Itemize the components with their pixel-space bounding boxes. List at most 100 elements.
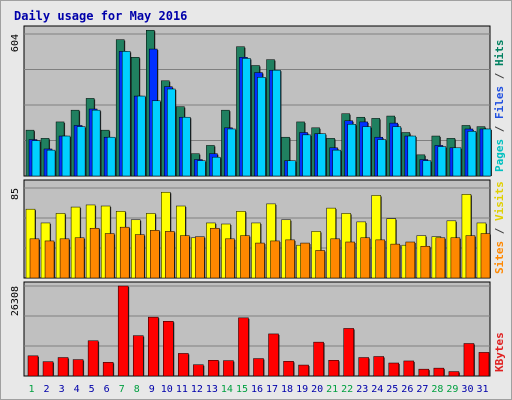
bar-kbytes-day-21 — [328, 360, 339, 377]
x-tick-label-day-1: 1 — [29, 384, 35, 395]
panel-middle-max-label: 85 — [10, 188, 21, 200]
axis-label-part: KBytes — [493, 332, 506, 372]
bar-sites-day-13 — [210, 227, 220, 279]
bar-sites-day-23 — [360, 237, 370, 279]
bar-kbytes-day-26 — [403, 360, 415, 377]
axis-label-part: Files — [493, 86, 506, 119]
bar-sites-day-3 — [59, 238, 70, 279]
bar-kbytes-day-20 — [313, 341, 324, 377]
bar-pages-day-23 — [362, 126, 371, 177]
bar-pages-day-1 — [31, 140, 41, 177]
bar-kbytes-day-15 — [238, 317, 249, 377]
bar-pages-day-13 — [212, 156, 221, 177]
axis-label-part: / — [493, 221, 506, 241]
x-tick-label-day-9: 9 — [149, 384, 155, 395]
x-tick-label-day-4: 4 — [74, 384, 80, 395]
axis-label-part: / — [493, 66, 506, 86]
bar-sites-day-1 — [29, 238, 40, 279]
panel-bottom-axis-label: KBytes — [493, 332, 506, 372]
panel-top-axis-label: Pages / Files / Hits — [493, 40, 506, 173]
bar-pages-day-15 — [242, 58, 251, 177]
bar-pages-day-28 — [437, 146, 447, 177]
x-tick-label-day-26: 26 — [401, 384, 413, 395]
bar-sites-day-9 — [150, 230, 160, 279]
x-tick-label-day-2: 2 — [44, 384, 50, 395]
bar-kbytes-day-13 — [208, 360, 219, 377]
x-tick-label-day-19: 19 — [296, 384, 308, 395]
bar-sites-day-16 — [255, 242, 265, 279]
x-tick-label-day-5: 5 — [89, 384, 95, 395]
x-tick-label-day-28: 28 — [431, 384, 443, 395]
x-tick-label-day-31: 31 — [476, 384, 488, 395]
bar-kbytes-day-3 — [57, 357, 69, 377]
bar-kbytes-day-22 — [343, 328, 354, 377]
x-tick-label-day-10: 10 — [161, 384, 173, 395]
bar-kbytes-day-9 — [148, 316, 159, 377]
bar-sites-day-25 — [390, 243, 401, 279]
x-tick-label-day-29: 29 — [446, 384, 458, 395]
bar-pages-day-2 — [46, 149, 56, 177]
x-tick-label-day-23: 23 — [356, 384, 368, 395]
x-tick-label-day-12: 12 — [191, 384, 203, 395]
bar-sites-day-8 — [134, 234, 145, 279]
bar-sites-day-18 — [285, 239, 295, 279]
bar-sites-day-28 — [435, 237, 446, 279]
bar-kbytes-day-10 — [163, 321, 174, 377]
axis-label-part: / — [493, 119, 506, 139]
bar-pages-day-10 — [167, 88, 176, 177]
bar-sites-day-27 — [420, 245, 431, 279]
bar-pages-day-5 — [91, 109, 101, 177]
panel-top-max-label: 604 — [10, 34, 21, 52]
x-tick-label-day-11: 11 — [176, 384, 188, 395]
bar-kbytes-day-14 — [223, 360, 234, 377]
x-tick-label-day-14: 14 — [221, 384, 233, 395]
axis-label-part: Sites — [493, 241, 506, 274]
bar-sites-day-26 — [405, 241, 416, 279]
bar-sites-day-24 — [375, 239, 385, 279]
bar-pages-day-16 — [257, 77, 266, 177]
bar-pages-day-20 — [317, 133, 326, 177]
x-tick-label-day-20: 20 — [311, 384, 323, 395]
bar-sites-day-2 — [44, 240, 55, 279]
bar-kbytes-day-31 — [478, 352, 490, 377]
panel-bottom-max-label: 26308 — [10, 286, 21, 316]
bar-pages-day-30 — [467, 131, 477, 177]
bar-pages-day-29 — [452, 147, 462, 177]
bar-kbytes-day-24 — [373, 356, 384, 377]
bar-kbytes-day-28 — [433, 367, 445, 377]
axis-label-part: Visits — [493, 181, 506, 221]
bar-kbytes-day-27 — [418, 368, 430, 377]
bar-pages-day-11 — [182, 116, 191, 177]
x-tick-label-day-21: 21 — [326, 384, 338, 395]
bar-pages-day-9 — [152, 100, 161, 177]
bar-pages-day-31 — [482, 128, 492, 177]
bar-sites-day-11 — [180, 235, 190, 279]
bar-pages-day-12 — [197, 160, 206, 177]
bar-pages-day-7 — [121, 51, 131, 177]
bar-kbytes-day-29 — [448, 371, 460, 377]
bar-pages-day-3 — [61, 135, 71, 177]
bar-kbytes-day-30 — [463, 343, 475, 377]
bar-kbytes-day-19 — [298, 364, 309, 377]
bar-sites-day-21 — [330, 238, 340, 279]
bar-sites-day-29 — [450, 237, 461, 279]
x-tick-label-day-30: 30 — [461, 384, 473, 395]
bar-sites-day-12 — [195, 236, 205, 279]
bar-pages-day-27 — [422, 160, 432, 177]
x-tick-label-day-16: 16 — [251, 384, 263, 395]
bar-sites-day-19 — [300, 242, 310, 279]
bar-sites-day-20 — [315, 250, 325, 279]
x-tick-label-day-13: 13 — [206, 384, 218, 395]
bar-pages-day-14 — [227, 128, 236, 177]
bar-pages-day-8 — [136, 95, 146, 177]
x-tick-label-day-17: 17 — [266, 384, 278, 395]
x-tick-label-day-6: 6 — [104, 384, 110, 395]
bar-pages-day-4 — [76, 126, 86, 177]
bar-kbytes-day-25 — [388, 362, 400, 377]
bar-pages-day-17 — [272, 69, 281, 177]
x-tick-label-day-24: 24 — [371, 384, 383, 395]
chart-title: Daily usage for May 2016 — [14, 9, 187, 23]
bar-pages-day-18 — [287, 160, 296, 177]
bar-pages-day-19 — [302, 134, 311, 177]
